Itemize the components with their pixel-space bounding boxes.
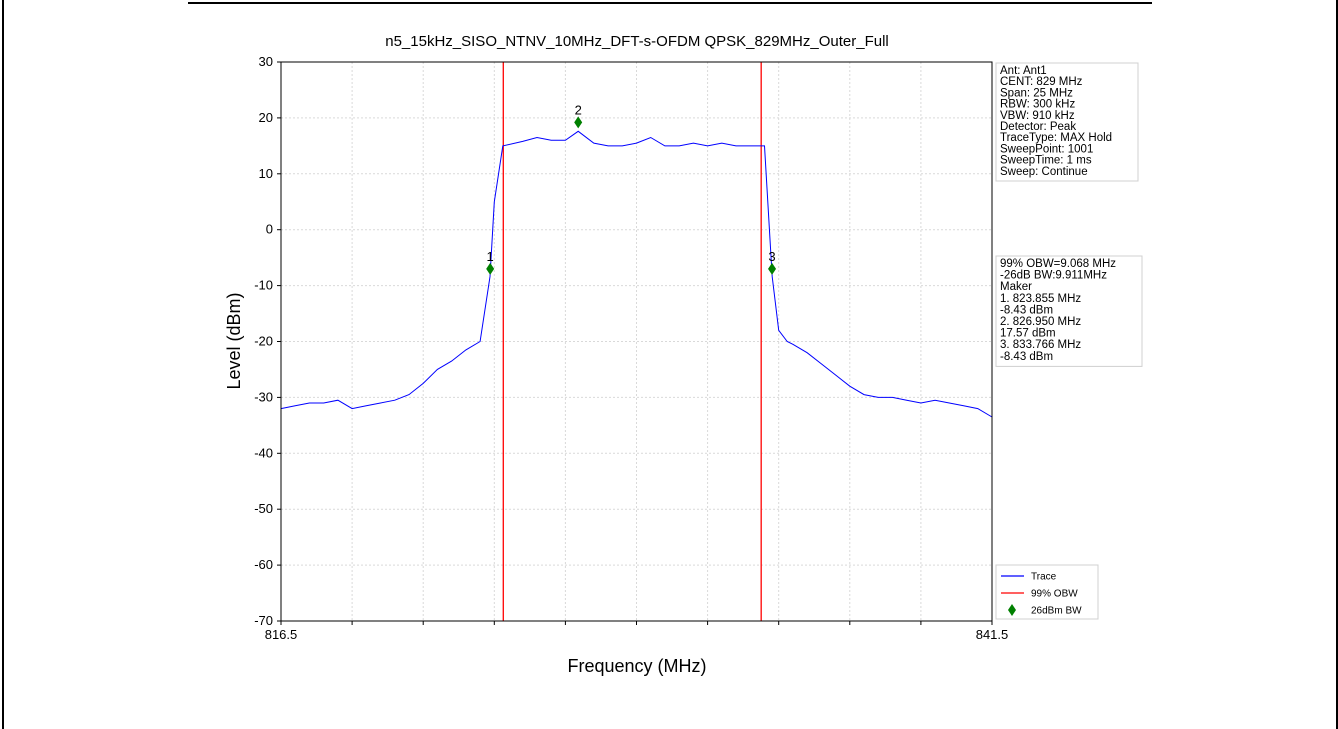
box-line: Span: 25 MHz: [1000, 87, 1073, 99]
box-line: Detector: Peak: [1000, 121, 1076, 133]
trace-line: [280, 130, 993, 418]
y-tick-label: -40: [254, 445, 273, 460]
y-tick-label: -70: [254, 613, 273, 628]
x-axis: 816.5 841.5: [265, 621, 1009, 642]
marker-label: 3: [768, 249, 775, 264]
marker-point: [574, 116, 583, 129]
y-tick-label: -60: [254, 557, 273, 572]
trace-series: [280, 130, 993, 418]
x-axis-label: Frequency (MHz): [567, 656, 706, 676]
y-tick-label: 10: [259, 166, 273, 181]
box-frame: [995, 62, 1139, 182]
box-line: -26dB BW:9.911MHz: [1000, 270, 1107, 282]
y-axis: 30 20 10 0 -10 -20 -30 -40 -50 -60 -70: [254, 54, 281, 628]
box-line: Maker: [1000, 281, 1032, 293]
marker-point: [486, 262, 495, 275]
y-tick-label: 30: [259, 54, 273, 69]
measurement-box: 99% OBW=9.068 MHz-26dB BW:9.911MHzMaker1…: [995, 255, 1143, 367]
box-line: 2. 826.950 MHz: [1000, 316, 1081, 328]
box-line: TraceType: MAX Hold: [1000, 132, 1112, 144]
chart-title: n5_15kHz_SISO_NTNV_10MHz_DFT-s-OFDM QPSK…: [385, 33, 889, 50]
obw-lines: [502, 62, 762, 621]
box-line: RBW: 300 kHz: [1000, 99, 1075, 111]
y-tick-label: -20: [254, 334, 273, 349]
box-line: 17.57 dBm: [1000, 328, 1056, 340]
plot-border: [280, 61, 993, 622]
y-tick-label: 20: [259, 110, 273, 125]
box-line: VBW: 910 kHz: [1000, 110, 1075, 122]
x-tick-label: 816.5: [265, 627, 298, 642]
y-axis-label: Level (dBm): [224, 292, 244, 389]
legend-swatch: [1008, 604, 1016, 616]
y-tick-label: 0: [266, 222, 273, 237]
marker-label: 2: [575, 102, 582, 117]
grid: [281, 61, 992, 622]
legend: Trace 99% OBW 26dBm BW: [995, 564, 1099, 620]
box-line: Sweep: Continue: [1000, 166, 1088, 178]
box-line: SweepPoint: 1001: [1000, 143, 1093, 155]
box-line: 99% OBW=9.068 MHz: [1000, 258, 1116, 270]
box-frame: [995, 255, 1143, 367]
legend-entry: Trace: [1031, 572, 1057, 583]
markers: 1 2 3: [486, 102, 777, 275]
marker-label: 1: [487, 249, 494, 264]
box-line: 3. 833.766 MHz: [1000, 339, 1081, 351]
legend-entry: 99% OBW: [1031, 589, 1078, 600]
box-line: 1. 823.855 MHz: [1000, 293, 1081, 305]
box-line: CENT: 829 MHz: [1000, 76, 1083, 88]
marker-point: [768, 262, 777, 275]
x-tick-label: 841.5: [976, 627, 1009, 642]
box-line: SweepTime: 1 ms: [1000, 155, 1092, 167]
y-tick-label: -10: [254, 278, 273, 293]
box-line: Ant: Ant1: [1000, 65, 1047, 77]
box-line: -8.43 dBm: [1000, 304, 1053, 316]
legend-entry: 26dBm BW: [1031, 606, 1082, 617]
y-tick-label: -30: [254, 389, 273, 404]
box-line: -8.43 dBm: [1000, 351, 1053, 363]
y-tick-label: -50: [254, 501, 273, 516]
